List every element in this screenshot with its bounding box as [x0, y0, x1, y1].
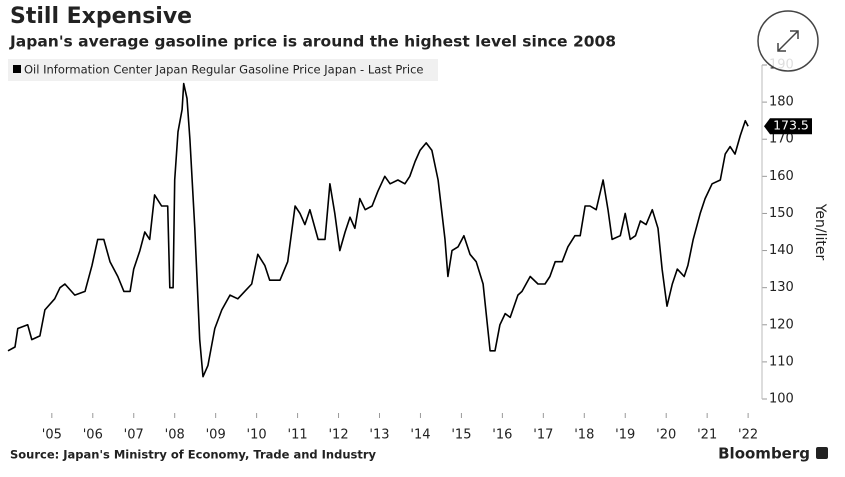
- x-tick-label: '10: [247, 428, 267, 443]
- y-tick-label: 140: [769, 243, 794, 258]
- x-tick-label: '09: [206, 428, 226, 443]
- x-tick-label: '22: [738, 428, 758, 443]
- y-tick-label: 130: [769, 280, 794, 295]
- brand-icon: [816, 447, 828, 459]
- x-tick-label: '11: [288, 428, 308, 443]
- last-value-label: 173.5: [773, 118, 809, 133]
- legend-label: Oil Information Center Japan Regular Gas…: [24, 63, 423, 77]
- y-tick-label: 150: [769, 206, 794, 221]
- x-tick-label: '08: [165, 428, 185, 443]
- legend-swatch: [13, 65, 21, 73]
- y-axis-label: Yen/liter: [812, 203, 828, 261]
- line-series: [7, 82, 749, 378]
- legend-box: [8, 59, 438, 81]
- x-tick-label: '12: [328, 428, 348, 443]
- x-tick-label: '14: [410, 428, 430, 443]
- brand: Bloomberg: [718, 445, 810, 463]
- y-tick-label: 160: [769, 169, 794, 184]
- x-tick-label: '13: [369, 428, 389, 443]
- y-tick-label: 120: [769, 317, 794, 332]
- last-value-pointer: [764, 118, 812, 135]
- source: Source: Japan's Ministry of Economy, Tra…: [10, 448, 377, 462]
- chart-title: Still Expensive: [10, 4, 192, 29]
- expand-button[interactable]: [757, 10, 819, 72]
- x-tick-label: '07: [124, 428, 144, 443]
- plot: 100110120130140150160170180190'05'06'07'…: [7, 58, 812, 443]
- y-tick-label: 100: [769, 392, 794, 407]
- x-tick-label: '19: [615, 428, 635, 443]
- x-tick-label: '21: [697, 428, 717, 443]
- x-tick-label: '05: [42, 428, 62, 443]
- x-tick-label: '18: [574, 428, 594, 443]
- x-tick-label: '20: [656, 428, 676, 443]
- chart-subtitle: Japan's average gasoline price is around…: [9, 33, 616, 51]
- y-tick-label: 110: [769, 354, 794, 369]
- x-tick-label: '16: [492, 428, 512, 443]
- x-tick-label: '17: [533, 428, 553, 443]
- y-tick-label: 180: [769, 95, 794, 110]
- y-tick-label: 170: [769, 132, 794, 147]
- x-tick-label: '06: [83, 428, 103, 443]
- x-tick-label: '15: [451, 428, 471, 443]
